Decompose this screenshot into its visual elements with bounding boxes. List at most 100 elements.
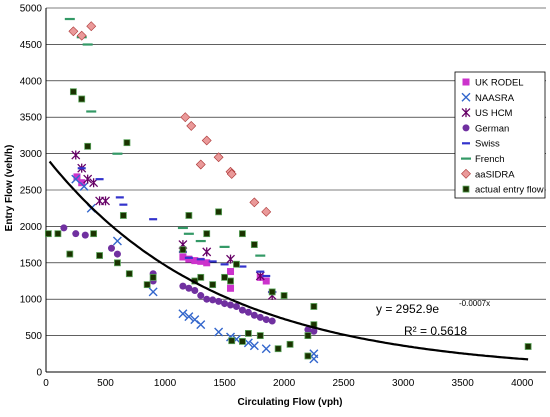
x-tick-label: 1000 <box>154 378 177 389</box>
legend-label: NAASRA <box>475 93 515 104</box>
y-tick-label: 3500 <box>20 113 43 124</box>
legend-item: UK RODEL <box>462 78 524 89</box>
data-point <box>203 295 211 303</box>
series-actual-entry-flow <box>44 88 532 360</box>
data-point <box>191 257 199 265</box>
data-point <box>184 256 193 259</box>
data-point <box>256 313 264 321</box>
data-point <box>76 30 87 41</box>
legend-label: aaSIDRA <box>475 169 515 180</box>
data-point <box>180 112 191 123</box>
data-point <box>262 277 270 285</box>
trendline-r-squared: R² = 0.5618 <box>404 324 467 338</box>
data-point <box>95 178 104 181</box>
trendline-curve <box>48 160 529 361</box>
data-point <box>268 288 276 296</box>
y-tick-label: 1500 <box>20 258 43 269</box>
series-german <box>60 224 318 335</box>
data-point <box>82 43 93 46</box>
data-point <box>220 263 229 266</box>
x-tick-label: 500 <box>97 378 114 389</box>
data-point <box>179 246 187 254</box>
y-tick-label: 2000 <box>20 222 43 233</box>
data-point <box>149 273 157 281</box>
data-point <box>143 281 151 289</box>
data-point <box>115 196 124 199</box>
x-tick-label: 4000 <box>511 378 534 389</box>
data-point <box>249 341 259 351</box>
data-point <box>86 21 97 32</box>
data-point <box>262 316 270 324</box>
legend-label: French <box>475 154 505 165</box>
legend-marker <box>461 157 471 160</box>
data-point <box>72 230 80 238</box>
data-point <box>209 296 217 304</box>
data-point <box>71 174 81 184</box>
data-point <box>250 311 258 319</box>
data-point <box>185 212 193 219</box>
data-point <box>179 282 187 290</box>
data-point <box>238 265 247 268</box>
legend-box <box>454 71 546 199</box>
data-point <box>191 286 199 294</box>
x-tick-label: 3500 <box>452 378 475 389</box>
data-point <box>184 312 194 322</box>
data-point <box>44 230 52 238</box>
data-point <box>84 142 92 150</box>
y-tick-label: 1000 <box>20 295 43 306</box>
data-point <box>304 326 312 334</box>
legend-label: Swiss <box>475 139 500 150</box>
data-point <box>227 277 234 285</box>
data-point <box>201 135 212 146</box>
legend-item: US HCM <box>461 108 513 119</box>
data-point <box>215 208 223 216</box>
data-point <box>227 301 235 309</box>
legend-label: US HCM <box>475 108 513 119</box>
data-point <box>268 317 276 325</box>
data-point <box>256 270 265 273</box>
legend-item: NAASRA <box>461 93 515 104</box>
data-point <box>179 253 187 261</box>
legend-marker <box>462 124 470 132</box>
data-point <box>250 241 258 249</box>
data-point <box>112 152 123 155</box>
data-point <box>203 259 211 267</box>
data-point <box>208 260 217 263</box>
data-point <box>112 236 122 246</box>
series-french <box>64 17 266 257</box>
legend-marker <box>462 185 470 193</box>
data-point <box>64 17 75 21</box>
y-tick-label: 4500 <box>20 40 43 51</box>
x-tick-label: 0 <box>43 378 49 389</box>
trendline-equation-base: y = 2952.9e <box>376 302 439 316</box>
data-point <box>228 337 236 345</box>
data-point <box>262 274 271 278</box>
data-point <box>274 345 282 353</box>
data-point <box>197 292 205 300</box>
data-point <box>86 110 97 113</box>
y-tick-label: 2500 <box>20 186 43 197</box>
data-point <box>310 303 318 310</box>
axes <box>45 8 546 373</box>
legend-label: actual entry flow <box>475 185 544 196</box>
data-point <box>261 206 272 217</box>
x-tick-label: 3000 <box>392 378 415 389</box>
data-point <box>60 224 68 232</box>
data-point <box>149 218 158 221</box>
y-tick-labels: 0 500 1000 1500 2000 2500 3000 3500 4000 4500 5000 <box>20 4 43 379</box>
legend-item: Swiss <box>462 139 500 150</box>
data-point <box>78 95 86 103</box>
data-point <box>119 212 127 219</box>
data-point <box>148 287 158 297</box>
trendline <box>48 160 529 361</box>
data-point <box>221 300 229 308</box>
data-point <box>239 230 246 238</box>
data-point <box>69 88 77 96</box>
data-point <box>90 230 98 238</box>
legend-item: German <box>462 123 509 134</box>
legend-items: UK RODEL NAASRA US HCM German Swiss French aaS… <box>461 78 544 196</box>
series-swiss <box>77 167 277 294</box>
data-point <box>255 271 265 281</box>
y-tick-label: 500 <box>25 331 42 342</box>
